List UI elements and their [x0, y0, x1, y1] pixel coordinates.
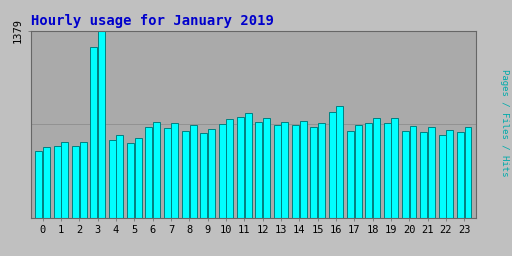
Bar: [98, 31, 105, 218]
Bar: [310, 127, 317, 218]
Bar: [402, 131, 409, 218]
Bar: [182, 131, 189, 218]
Bar: [274, 125, 281, 218]
Bar: [464, 127, 472, 218]
Bar: [428, 127, 435, 218]
Bar: [420, 133, 428, 218]
Bar: [263, 118, 270, 218]
Bar: [318, 123, 325, 218]
Bar: [391, 118, 398, 218]
Bar: [292, 125, 299, 218]
Bar: [208, 129, 215, 218]
Bar: [61, 142, 68, 218]
Bar: [410, 126, 416, 218]
Bar: [43, 147, 50, 218]
Bar: [329, 112, 336, 218]
Bar: [366, 123, 372, 218]
Bar: [72, 146, 79, 218]
Bar: [127, 143, 134, 218]
Text: Hourly usage for January 2019: Hourly usage for January 2019: [31, 14, 273, 28]
Bar: [281, 122, 288, 218]
Bar: [135, 138, 141, 218]
Bar: [91, 47, 97, 218]
Bar: [383, 123, 391, 218]
Bar: [373, 118, 380, 218]
Bar: [79, 142, 87, 218]
Bar: [153, 122, 160, 218]
Bar: [171, 123, 178, 218]
Bar: [245, 113, 251, 218]
Bar: [164, 128, 170, 218]
Bar: [300, 121, 307, 218]
Bar: [237, 117, 244, 218]
Bar: [35, 151, 42, 218]
Text: Pages / Files / Hits: Pages / Files / Hits: [500, 69, 509, 177]
Bar: [109, 140, 116, 218]
Bar: [347, 131, 354, 218]
Bar: [336, 106, 343, 218]
Bar: [439, 135, 445, 218]
Bar: [219, 124, 226, 218]
Bar: [457, 132, 464, 218]
Bar: [145, 126, 153, 218]
Bar: [116, 135, 123, 218]
Bar: [226, 119, 233, 218]
Bar: [354, 125, 361, 218]
Bar: [54, 146, 61, 218]
Bar: [200, 133, 207, 218]
Bar: [255, 122, 262, 218]
Bar: [189, 125, 197, 218]
Bar: [446, 130, 453, 218]
